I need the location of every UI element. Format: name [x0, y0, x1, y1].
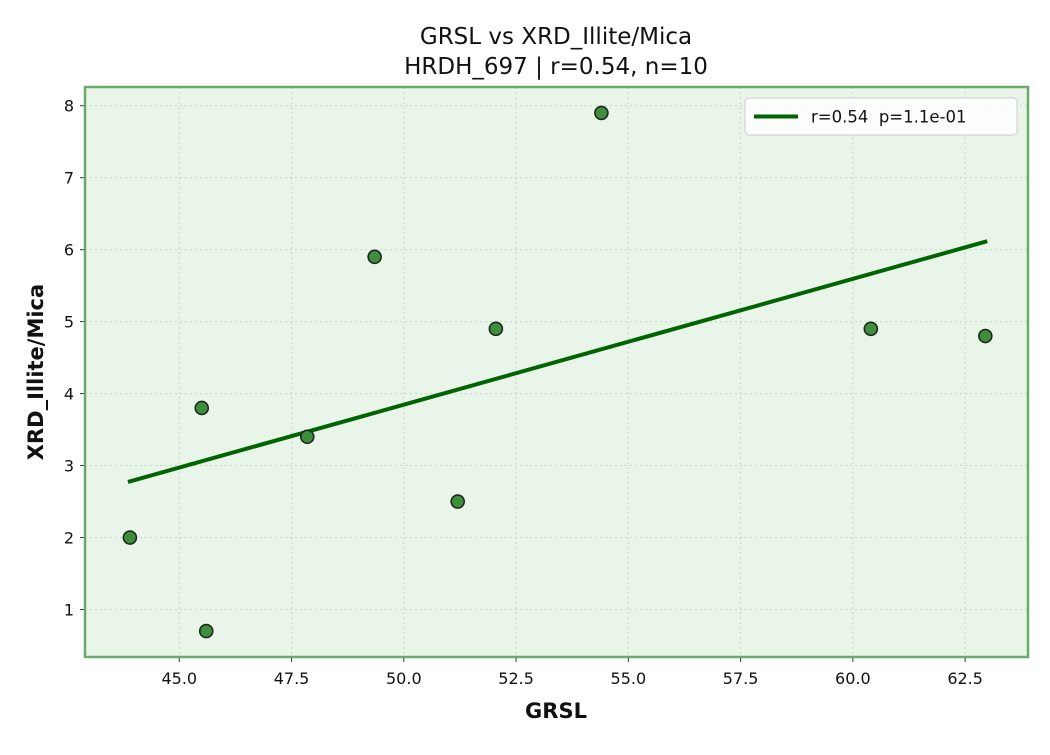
legend: r=0.54 p=1.1e-01 — [744, 97, 1018, 136]
points-layer — [122, 105, 993, 639]
y-tick-label: 8 — [64, 97, 74, 116]
y-tick-label: 2 — [64, 529, 74, 548]
data-point — [978, 328, 993, 344]
x-tick-label: 47.5 — [274, 669, 310, 688]
fit-line-layer — [127, 239, 988, 484]
x-tick-label: 45.0 — [161, 669, 197, 688]
chart-subtitle: HRDH_697 | r=0.54, n=10 — [404, 54, 708, 80]
data-point — [488, 321, 504, 337]
y-tick-label: 6 — [64, 241, 74, 260]
data-point — [194, 400, 210, 416]
x-tick-label: 57.5 — [723, 669, 759, 688]
x-tick-label: 55.0 — [611, 669, 647, 688]
data-point — [594, 105, 609, 121]
y-axis-label: XRD_Illite/Mica — [24, 284, 48, 460]
y-tick-label: 5 — [64, 313, 74, 332]
legend-label-fit-line: r=0.54 p=1.1e-01 — [811, 108, 966, 127]
data-point — [299, 429, 315, 445]
data-point — [367, 249, 382, 265]
legend-box — [744, 97, 1018, 136]
data-point — [198, 623, 214, 639]
fit-line — [127, 239, 988, 484]
axis-ticks: 45.0 47.5 50.0 52.5 55.0 57.5 60.0 62.5 1 2 3 4 5 6 7 8 — [64, 97, 983, 688]
x-tick-label: 52.5 — [498, 669, 534, 688]
x-axis-label: GRSL — [525, 699, 587, 723]
chart-title: GRSL vs XRD_Illite/Mica — [420, 24, 692, 50]
plot-area — [85, 87, 1028, 657]
y-tick-label: 4 — [64, 385, 74, 404]
data-point — [863, 321, 879, 337]
x-tick-label: 62.5 — [947, 669, 983, 688]
x-tick-label: 50.0 — [386, 669, 422, 688]
data-point — [450, 494, 466, 509]
y-tick-label: 7 — [64, 169, 74, 188]
y-tick-label: 3 — [64, 457, 74, 476]
plot-frame — [83, 85, 1030, 659]
y-tick-label: 1 — [64, 601, 74, 620]
data-point — [122, 530, 138, 545]
x-tick-label: 60.0 — [835, 669, 871, 688]
